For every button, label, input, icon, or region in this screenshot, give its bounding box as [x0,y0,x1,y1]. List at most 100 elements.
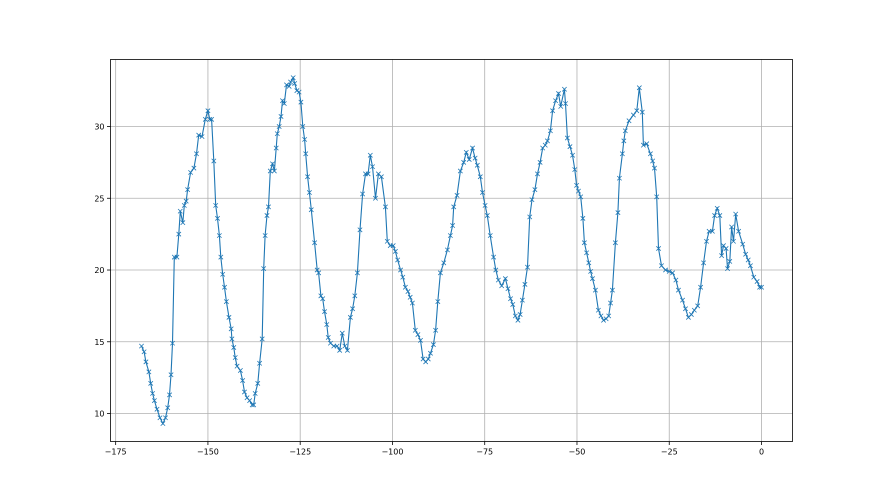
data-point-marker [252,390,258,396]
data-point-marker [601,317,607,323]
x-tick-label: −75 [476,448,493,457]
data-point-marker [608,300,614,306]
data-point-marker [241,389,247,395]
data-point-marker [592,287,598,293]
data-point-marker [316,270,322,276]
data-point-marker [553,98,559,104]
y-tick-label: 10 [94,410,104,419]
data-point-marker [712,213,718,218]
data-point-marker [589,276,595,282]
x-tick-label: −100 [381,448,403,457]
data-point-marker [298,99,304,105]
data-point-marker [218,254,224,260]
data-point-marker [743,251,749,257]
data-point-marker [578,194,584,200]
data-point-marker [185,187,191,193]
data-point-marker [491,254,497,260]
x-tick-label: 0 [759,448,764,457]
data-point-marker [612,240,618,246]
data-point-marker [729,224,735,230]
data-point-marker [270,161,275,167]
y-tick-label: 20 [94,266,104,275]
data-point-marker [640,142,646,148]
data-point-marker [148,380,154,386]
x-tick-label: −150 [197,448,219,457]
data-point-marker [723,246,729,251]
data-point-marker [350,306,356,312]
data-point-marker [675,287,681,293]
data-point-marker [725,266,731,272]
data-point-marker [499,283,505,289]
data-point-marker [515,317,521,323]
data-point-marker [308,207,314,213]
data-point-marker [759,284,764,290]
data-point-marker [647,151,653,157]
data-point-marker [286,83,292,89]
data-point-marker [170,340,175,346]
data-point-marker [251,402,257,408]
data-point-marker [550,108,556,114]
y-tick-label: 25 [94,194,104,203]
data-point-marker [561,86,567,92]
data-point-marker [181,202,187,208]
data-point-marker [673,277,679,283]
data-point-marker [574,182,580,188]
data-point-marker [296,89,302,95]
data-point-marker [430,342,436,348]
data-point-marker [231,345,237,350]
data-point-marker [302,136,308,142]
data-point-marker [337,347,343,353]
data-point-marker [663,267,669,273]
data-point-marker [365,171,371,177]
data-point-marker [139,343,144,349]
data-point-marker [644,141,650,147]
data-point-marker [143,359,149,365]
data-point-marker [480,190,485,196]
data-point-marker [324,322,330,328]
data-point-marker [588,268,594,274]
data-point-marker [232,355,238,361]
data-point-marker [634,108,640,114]
data-point-marker [205,108,211,114]
data-point-marker [183,198,189,204]
data-point-marker [300,124,306,129]
data-point-marker [305,174,311,180]
data-point-marker [470,145,476,151]
data-point-marker [367,152,373,158]
data-point-marker [157,415,163,421]
data-point-marker [150,390,156,396]
data-point-marker [564,135,570,141]
data-point-marker [495,277,501,283]
data-point-marker [334,343,340,349]
data-point-marker [357,227,363,233]
data-point-marker [264,213,270,218]
data-point-marker [691,307,697,313]
data-point-marker [709,228,715,234]
data-point-marker [450,223,456,229]
data-point-marker [288,79,294,85]
data-point-marker [274,131,280,137]
data-point-marker [259,336,265,342]
data-point-marker [339,330,345,336]
data-point-marker [680,297,686,303]
data-point-marker [704,238,709,244]
data-point-marker [717,213,723,218]
data-point-marker [271,168,277,174]
data-point-marker [347,314,353,320]
data-point-marker [719,253,725,259]
data-point-marker [261,266,267,272]
data-point-marker [563,101,569,107]
data-point-marker [701,260,707,266]
data-point-marker [229,336,235,342]
data-point-marker [213,202,219,208]
data-point-marker [544,138,550,144]
data-point-marker [659,263,664,269]
data-point-marker [390,243,396,249]
data-point-marker [151,398,157,404]
data-point-marker [249,402,255,408]
data-point-marker [215,215,221,221]
data-point-marker [342,343,348,349]
data-point-marker [529,197,535,203]
data-point-marker [306,190,312,196]
data-point-marker [619,151,625,157]
